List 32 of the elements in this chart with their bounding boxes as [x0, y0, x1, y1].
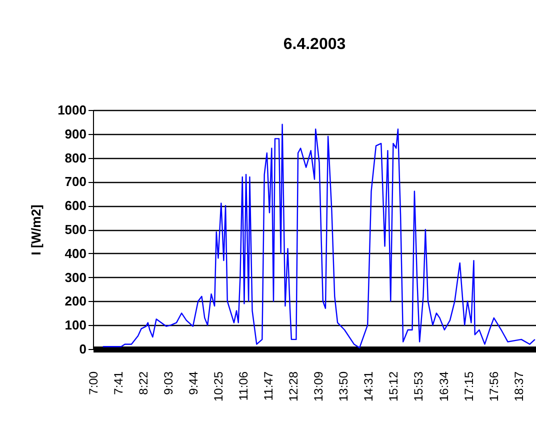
- x-tick-label: 18:37: [512, 371, 526, 402]
- x-tick-label: 9:03: [162, 371, 176, 395]
- x-tick-label: 13:09: [312, 371, 326, 402]
- y-tick-label: 500: [64, 222, 86, 237]
- x-tick-label: 17:56: [486, 371, 501, 402]
- x-tick-label: 11:47: [262, 371, 276, 401]
- chart-title: 6.4.2003: [283, 36, 346, 53]
- x-tick-label: 14:31: [362, 371, 376, 402]
- x-tick-label: 10:25: [212, 371, 226, 402]
- x-tick-label: 15:12: [386, 371, 401, 402]
- y-tick-label: 600: [64, 198, 86, 214]
- y-tick-label: 1000: [58, 102, 86, 118]
- line-series: [102, 124, 536, 348]
- y-tick-label: 0: [79, 342, 86, 356]
- y-tick-label: 300: [64, 270, 86, 285]
- x-tick-label: 17:15: [462, 371, 476, 402]
- x-tick-label: 7:41: [112, 371, 126, 395]
- y-tick-label: 900: [64, 126, 86, 142]
- x-tick-label: 8:22: [136, 371, 151, 395]
- x-tick-label: 11:06: [236, 371, 251, 401]
- x-tick-label: 9:44: [186, 371, 201, 395]
- x-tick-label: 13:50: [336, 371, 351, 402]
- y-tick-label: 200: [64, 294, 86, 309]
- y-tick-label: 400: [64, 246, 86, 261]
- y-tick-label: 100: [64, 318, 86, 333]
- x-tick-label: 15:53: [412, 371, 426, 402]
- y-tick-label: 700: [64, 174, 86, 190]
- x-tick-label: 12:28: [286, 371, 301, 402]
- x-tick-label: 7:00: [86, 371, 100, 395]
- y-axis-title: I [W/m2]: [28, 204, 44, 256]
- x-tick-label: 16:34: [436, 371, 451, 402]
- y-tick-label: 800: [64, 150, 86, 166]
